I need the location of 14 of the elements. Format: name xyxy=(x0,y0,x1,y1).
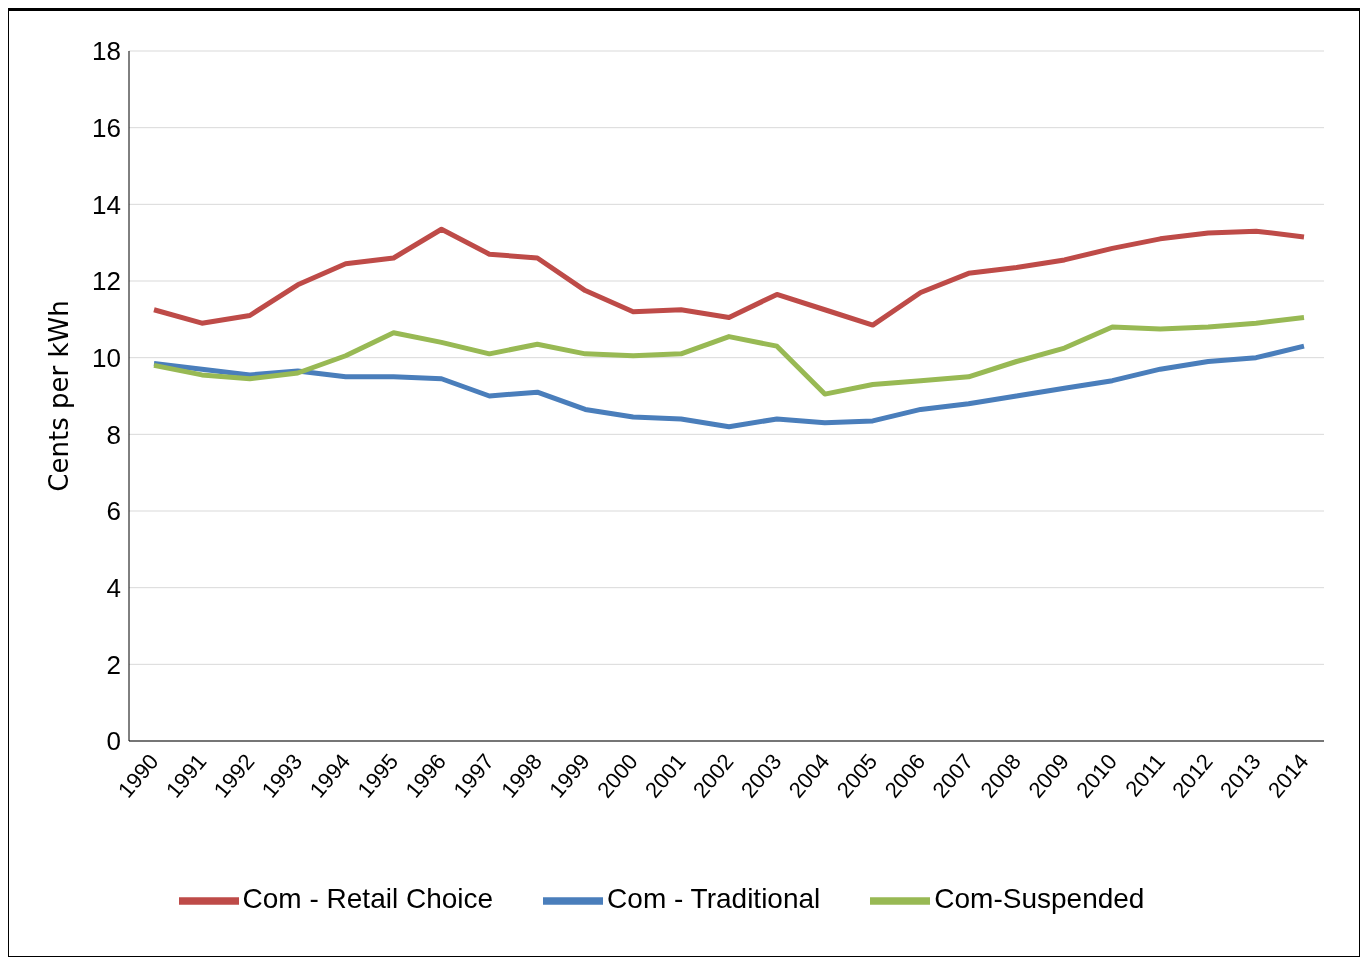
y-tick-label: 0 xyxy=(106,726,121,757)
y-tick-label: 18 xyxy=(92,36,121,67)
y-tick-label: 12 xyxy=(92,266,121,297)
y-tick-label: 2 xyxy=(106,649,121,680)
y-tick-label: 10 xyxy=(92,342,121,373)
y-tick-label: 4 xyxy=(106,572,121,603)
y-tick-label: 6 xyxy=(106,496,121,527)
y-tick-label: 14 xyxy=(92,189,121,220)
y-tick-label: 16 xyxy=(92,112,121,143)
y-tick-label: 8 xyxy=(106,419,121,450)
legend-label: Com - Retail Choice xyxy=(242,883,494,915)
legend-label: Com - Traditional xyxy=(607,883,821,915)
legend-label: Com-Suspended xyxy=(934,883,1145,915)
y-axis-title: Cents per kWh xyxy=(44,300,75,492)
